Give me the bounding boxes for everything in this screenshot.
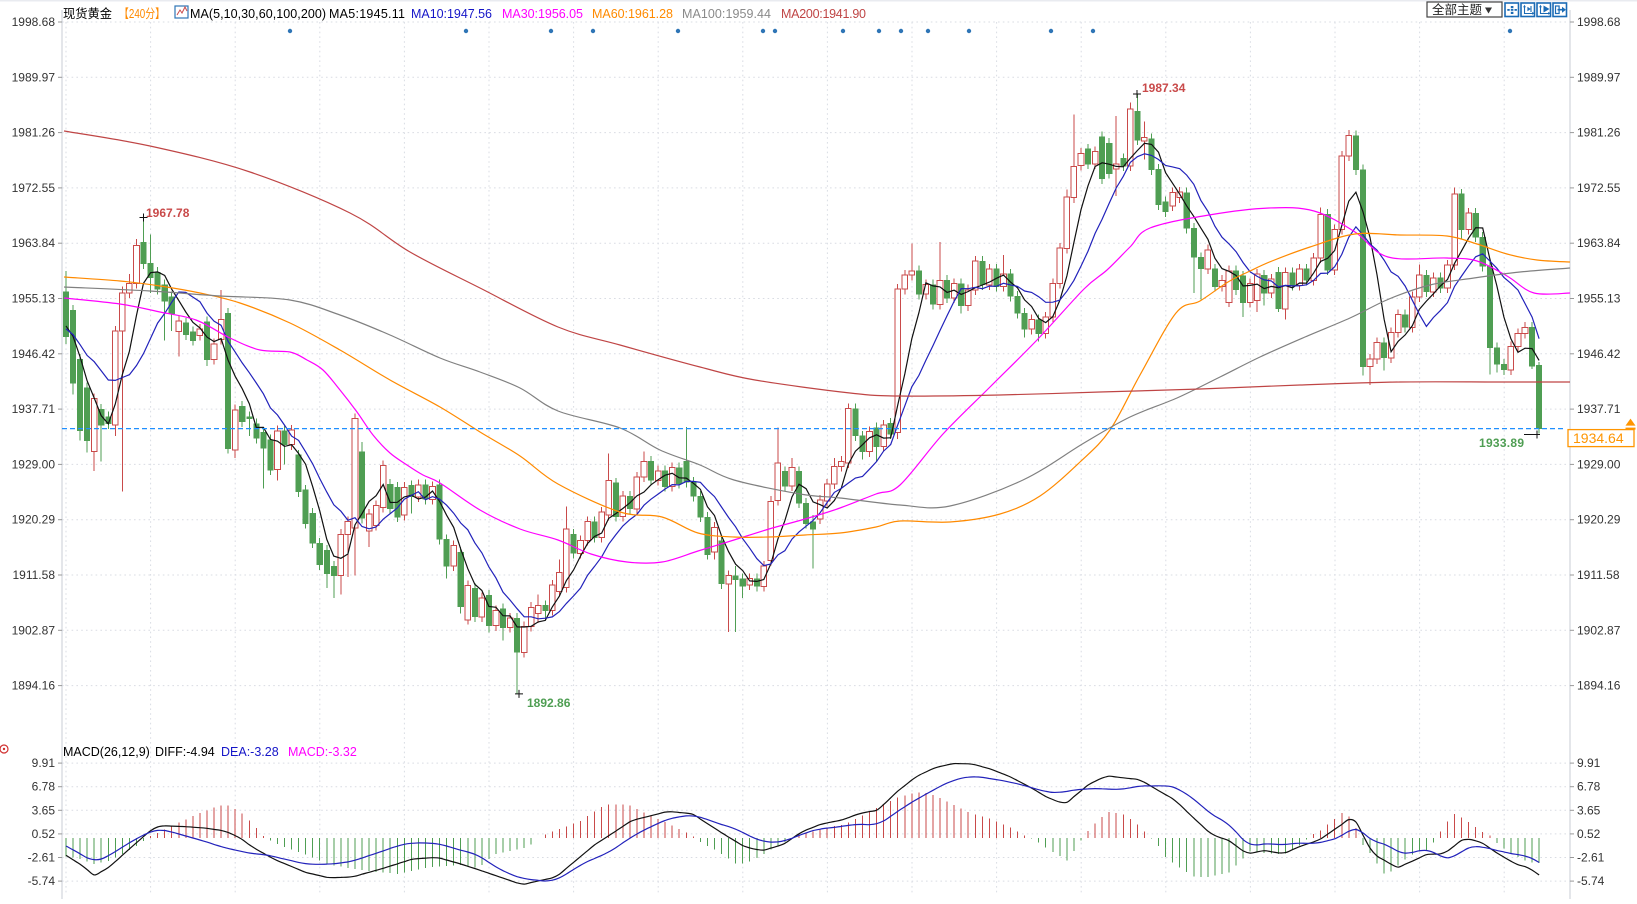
- svg-text:1955.13: 1955.13: [1577, 292, 1621, 306]
- svg-text:0.52: 0.52: [32, 827, 56, 841]
- svg-text:DIFF:-4.94: DIFF:-4.94: [155, 745, 215, 759]
- svg-text:1937.71: 1937.71: [12, 402, 56, 416]
- svg-text:1998.68: 1998.68: [1577, 15, 1621, 29]
- svg-text:1963.84: 1963.84: [1577, 236, 1621, 250]
- svg-text:-5.74: -5.74: [28, 874, 56, 888]
- svg-text:1902.87: 1902.87: [1577, 623, 1621, 637]
- svg-text:DEA:-3.28: DEA:-3.28: [221, 745, 279, 759]
- svg-text:1972.55: 1972.55: [1577, 181, 1621, 195]
- svg-text:0.52: 0.52: [1577, 827, 1601, 841]
- svg-text:MACD:-3.32: MACD:-3.32: [288, 745, 357, 759]
- svg-text:MA(5,10,30,60,100,200): MA(5,10,30,60,100,200): [190, 7, 326, 21]
- svg-text:1972.55: 1972.55: [12, 181, 56, 195]
- svg-text:1963.84: 1963.84: [12, 236, 56, 250]
- svg-text:现货黄金: 现货黄金: [63, 6, 112, 21]
- svg-text:9.91: 9.91: [32, 756, 56, 770]
- svg-text:1937.71: 1937.71: [1577, 402, 1621, 416]
- svg-text:1929.00: 1929.00: [1577, 457, 1621, 471]
- svg-text:1967.78: 1967.78: [146, 206, 190, 220]
- svg-text:1989.97: 1989.97: [12, 70, 56, 84]
- svg-text:1987.34: 1987.34: [1142, 81, 1186, 95]
- svg-text:MA5:1945.11: MA5:1945.11: [329, 7, 405, 21]
- svg-text:1902.87: 1902.87: [12, 623, 56, 637]
- svg-text:1981.26: 1981.26: [12, 126, 56, 140]
- svg-text:-5.74: -5.74: [1577, 874, 1605, 888]
- svg-text:6.78: 6.78: [32, 780, 56, 794]
- svg-text:1933.89: 1933.89: [1479, 436, 1524, 450]
- svg-text:6.78: 6.78: [1577, 780, 1601, 794]
- svg-text:【240分】: 【240分】: [119, 7, 165, 21]
- svg-text:3.65: 3.65: [32, 803, 56, 817]
- svg-text:1989.97: 1989.97: [1577, 70, 1621, 84]
- svg-text:1955.13: 1955.13: [12, 292, 56, 306]
- svg-text:-2.61: -2.61: [28, 851, 56, 865]
- svg-text:MA10:1947.56: MA10:1947.56: [411, 7, 492, 21]
- svg-text:1894.16: 1894.16: [12, 679, 56, 693]
- svg-text:1929.00: 1929.00: [12, 457, 56, 471]
- svg-text:9.91: 9.91: [1577, 756, 1601, 770]
- svg-text:1920.29: 1920.29: [1577, 513, 1621, 527]
- svg-text:全部主题: 全部主题: [1432, 2, 1482, 17]
- svg-text:1920.29: 1920.29: [12, 513, 56, 527]
- svg-text:MA30:1956.05: MA30:1956.05: [502, 7, 583, 21]
- svg-text:MA60:1961.28: MA60:1961.28: [592, 7, 673, 21]
- svg-text:MACD(26,12,9): MACD(26,12,9): [63, 745, 150, 759]
- svg-text:1981.26: 1981.26: [1577, 126, 1621, 140]
- svg-text:1934.64: 1934.64: [1573, 430, 1624, 446]
- svg-text:1946.42: 1946.42: [1577, 347, 1621, 361]
- svg-text:1911.58: 1911.58: [1577, 568, 1620, 582]
- svg-text:MA200:1941.90: MA200:1941.90: [781, 7, 866, 21]
- svg-text:1946.42: 1946.42: [12, 347, 56, 361]
- svg-text:1894.16: 1894.16: [1577, 679, 1621, 693]
- svg-text:1892.86: 1892.86: [527, 696, 571, 710]
- svg-text:3.65: 3.65: [1577, 803, 1601, 817]
- svg-text:1911.58: 1911.58: [13, 568, 56, 582]
- svg-text:-2.61: -2.61: [1577, 851, 1605, 865]
- svg-text:MA100:1959.44: MA100:1959.44: [682, 7, 771, 21]
- svg-text:1998.68: 1998.68: [12, 15, 56, 29]
